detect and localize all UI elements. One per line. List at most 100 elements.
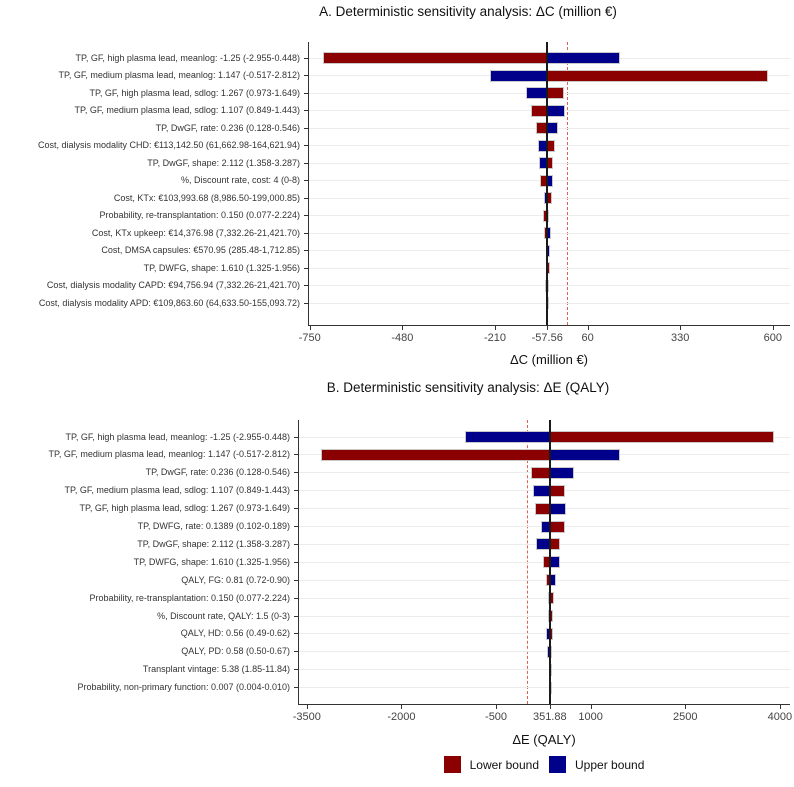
row-label: QALY, HD: 0.56 (0.49-0.62) [180, 628, 290, 639]
y-tick-mark [294, 615, 298, 617]
y-tick-mark [294, 633, 298, 635]
x-tick-mark [306, 705, 308, 709]
row-label: TP, DwGF, shape: 2.112 (1.358-3.287) [137, 538, 290, 549]
y-tick-mark [294, 472, 298, 474]
x-tick-label: -750 [298, 332, 321, 344]
row-label: TP, DwGF, shape: 2.112 (1.358-3.287) [147, 157, 300, 168]
y-tick-mark [304, 162, 308, 164]
bar-upper-bound [547, 52, 621, 64]
row-label: TP, GF, medium plasma lead, meanlog: 1.1… [58, 70, 300, 80]
row-label: TP, GF, high plasma lead, sdlog: 1.267 (… [89, 87, 300, 98]
y-tick-mark [304, 57, 308, 59]
row-label: %, Discount rate, QALY: 1.5 (0-3) [157, 610, 290, 621]
row-label: Transplant vintage: 5.38 (1.85-11.84) [142, 664, 290, 675]
row-label: Cost, dialysis modality CHD: €113,142.50… [38, 140, 300, 150]
row-label: TP, GF, high plasma lead, sdlog: 1.267 (… [79, 503, 290, 514]
row-label: %, Discount rate, cost: 4 (0-8) [180, 175, 300, 185]
panel-b-chart: TP, GF, high plasma lead, meanlog: -1.25… [0, 420, 794, 723]
row-label: TP, GF, medium plasma lead, sdlog: 1.107… [74, 105, 300, 115]
x-tick-mark [590, 705, 592, 709]
bar-upper-bound [547, 104, 566, 117]
gridline [298, 615, 790, 617]
y-tick-mark [294, 687, 298, 689]
x-tick-mark [549, 705, 551, 709]
y-tick-mark [304, 302, 308, 304]
x-tick-label: 4000 [767, 711, 793, 723]
bar-lower-bound [549, 431, 774, 443]
y-tick-mark [294, 543, 298, 545]
legend-item-upper-bound: Upper bound [549, 756, 644, 773]
y-tick-mark [294, 597, 298, 599]
y-tick-mark [294, 651, 298, 653]
panel-a-x-axis-title: ΔC (million €) [509, 352, 589, 367]
row-label: Cost, KTx: €103,993.68 (8,986.50-199,000… [113, 192, 300, 203]
x-tick-label: 2500 [673, 711, 698, 723]
row-label: Probability, re-transplantation: 0.150 (… [89, 592, 290, 603]
bar-lower-bound [321, 448, 550, 461]
x-tick-mark [680, 326, 682, 330]
gridline [298, 633, 790, 635]
bar-lower-bound [323, 52, 548, 64]
row-label: TP, DWFG, shape: 1.610 (1.325-1.956) [133, 556, 290, 567]
row-label: TP, DWFG, rate: 0.1389 (0.102-0.189) [137, 521, 290, 531]
x-tick-label: 600 [763, 332, 783, 344]
row-label: QALY, FG: 0.81 (0.72-0.90) [181, 574, 290, 585]
bar-lower-bound [549, 538, 561, 551]
row-label: Cost, KTx upkeep: €14,376.98 (7,332.26-2… [91, 227, 300, 238]
row-label: TP, DWFG, shape: 1.610 (1.325-1.956) [143, 262, 300, 273]
bar-upper-bound [549, 502, 567, 515]
y-tick-mark [304, 197, 308, 199]
row-label: TP, GF, medium plasma lead, meanlog: 1.1… [48, 449, 290, 460]
y-tick-mark [304, 267, 308, 269]
x-tick-label: 351.88 [532, 711, 567, 723]
panel-b-title: B. Deterministic sensitivity analysis: Δ… [326, 380, 610, 395]
bar-lower-bound [549, 520, 565, 533]
gridline [298, 651, 790, 653]
row-label: TP, GF, medium plasma lead, sdlog: 1.107… [64, 485, 290, 496]
x-tick-mark [496, 705, 498, 709]
row-label: Probability, non-primary function: 0.007… [77, 682, 290, 693]
x-tick-label: 330 [671, 332, 690, 344]
y-tick-mark [294, 561, 298, 563]
gridline [298, 597, 790, 599]
bar-lower-bound [535, 502, 550, 515]
bar-lower-bound [531, 466, 550, 479]
base-case-line [546, 42, 549, 325]
y-tick-mark [304, 127, 308, 129]
bar-upper-bound [549, 466, 574, 479]
bar-upper-bound [549, 556, 560, 569]
x-tick-mark [685, 705, 687, 709]
y-tick-mark [294, 508, 298, 510]
zero-reference-line [566, 42, 568, 325]
y-tick-mark [304, 110, 308, 111]
legend: Lower bound Upper bound [298, 756, 790, 773]
bar-upper-bound [536, 538, 550, 551]
x-tick-mark [547, 326, 549, 330]
x-axis-line [308, 325, 790, 326]
row-label: Cost, DMSA capsules: €570.95 (285.48-1,7… [101, 245, 300, 255]
gridline [298, 687, 790, 689]
y-tick-mark [304, 145, 308, 146]
bar-upper-bound [489, 69, 548, 82]
y-axis-line [308, 42, 309, 325]
panel-b-x-axis-title: ΔE (QALY) [512, 732, 576, 747]
y-tick-mark [294, 579, 298, 581]
x-tick-mark [402, 326, 404, 330]
x-tick-label: 1000 [578, 711, 603, 723]
base-case-line [548, 420, 551, 704]
y-tick-mark [294, 669, 298, 671]
gridline [298, 669, 790, 671]
y-tick-mark [294, 454, 298, 456]
row-label: Cost, dialysis modality APD: €109,863.60… [38, 297, 300, 308]
y-tick-mark [304, 215, 308, 216]
panel-a-chart: TP, GF, high plasma lead, meanlog: -1.25… [0, 42, 794, 344]
row-label: QALY, PD: 0.58 (0.50-0.67) [181, 646, 290, 657]
x-tick-label: -57.56 [531, 332, 563, 344]
bar-upper-bound [532, 484, 550, 497]
legend-label-lower-bound: Lower bound [469, 757, 539, 772]
y-tick-mark [304, 180, 308, 181]
legend-label-upper-bound: Upper bound [575, 757, 645, 772]
bar-lower-bound [547, 139, 555, 152]
bar-lower-bound [547, 87, 564, 99]
